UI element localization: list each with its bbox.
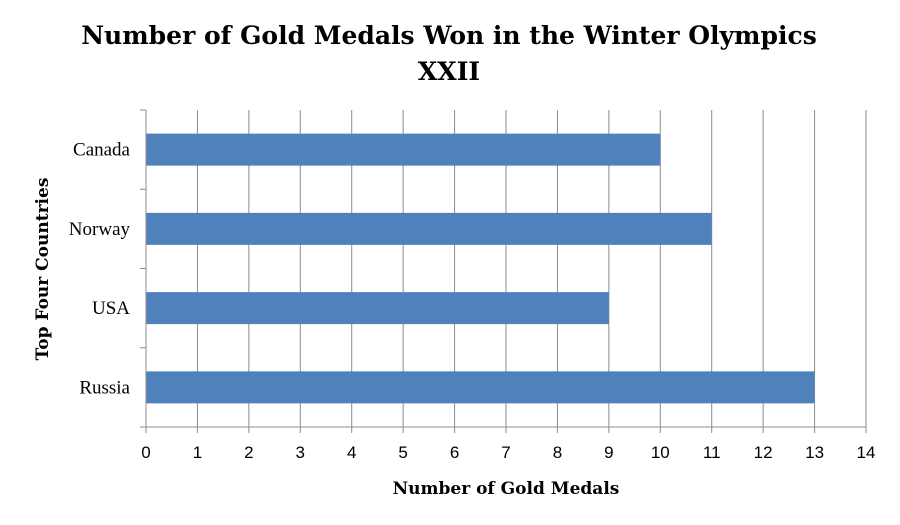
x-axis-title: Number of Gold Medals (393, 479, 620, 499)
category-label: Norway (69, 219, 131, 240)
chart-title: Number of Gold Medals Won in the Winter … (81, 21, 817, 50)
x-tick-label: 9 (604, 443, 613, 462)
x-tick-label: 5 (398, 443, 407, 462)
bar (146, 371, 815, 404)
axes (140, 109, 867, 433)
chart-subtitle: XXII (418, 57, 480, 86)
x-tick-label: 14 (857, 443, 876, 462)
bar (146, 212, 712, 245)
x-tick-label: 13 (805, 443, 824, 462)
y-axis-title: Top Four Countries (33, 178, 53, 361)
x-tick-label: 2 (244, 443, 253, 462)
x-tick-label: 6 (450, 443, 459, 462)
x-tick-label: 11 (703, 443, 721, 462)
bars (146, 133, 815, 404)
x-tick-labels: 0 1 2 3 4 5 6 7 8 9 10 11 12 13 14 (141, 443, 875, 462)
x-tick-label: 4 (347, 443, 356, 462)
bar (146, 133, 661, 166)
x-tick-label: 7 (501, 443, 510, 462)
x-tick-label: 10 (651, 443, 670, 462)
x-tick-label: 3 (296, 443, 305, 462)
category-labels: Canada Norway USA Russia (69, 140, 131, 399)
category-label: Russia (79, 377, 130, 398)
x-tick-label: 0 (141, 443, 150, 462)
x-tick-label: 1 (193, 443, 202, 462)
category-label: USA (92, 298, 130, 319)
bar (146, 292, 609, 325)
x-tick-label: 12 (754, 443, 773, 462)
category-label: Canada (73, 140, 131, 161)
x-tick-label: 8 (553, 443, 562, 462)
